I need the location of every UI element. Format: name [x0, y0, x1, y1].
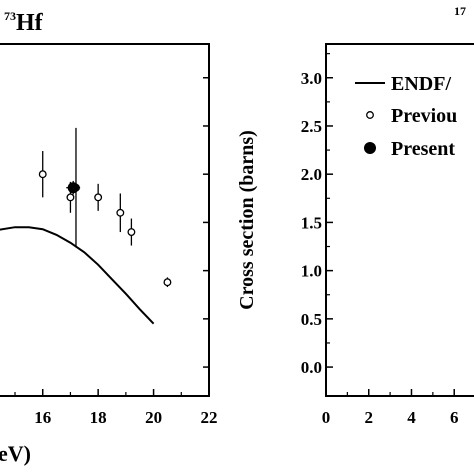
left-panel: 73Hf eV) 16 18 20 22 — [0, 9, 218, 466]
right-y-tick-label: 1.0 — [301, 262, 322, 281]
previous-data-point — [38, 170, 47, 179]
legend-label-endf: ENDF/ — [391, 73, 451, 95]
left-x-ticks: 16 18 20 22 — [14, 77, 218, 427]
right-y-tick-label: 0.5 — [301, 310, 322, 329]
right-y-axis-label: Cross section (barns) — [236, 130, 258, 310]
right-x-tick-label: 4 — [407, 408, 416, 427]
right-y-tick-label: 3.0 — [301, 69, 322, 88]
left-x-axis-label: eV) — [0, 441, 31, 466]
left-x-tick-label: 16 — [34, 408, 51, 427]
left-plot-frame — [0, 43, 210, 397]
legend-label-present: Present — [391, 138, 455, 160]
previous-data-point — [94, 193, 103, 202]
right-title-superscript: 17 — [454, 4, 466, 18]
right-panel: 17 Cross section (barns) 0.0 0.5 1.0 1.5 2.0… — [236, 4, 474, 427]
endf-curve — [0, 226, 155, 325]
right-plot-frame — [325, 43, 474, 397]
right-x-tick-label: 6 — [450, 408, 459, 427]
previous-data-point — [163, 278, 172, 287]
legend: ENDF/ Previou Present — [355, 73, 457, 160]
right-y-tick-label: 2.0 — [301, 165, 322, 184]
left-data-series — [0, 127, 172, 325]
left-title: 73Hf — [4, 9, 44, 36]
legend-open-circle-marker — [366, 111, 374, 119]
left-x-tick-label: 18 — [90, 408, 107, 427]
right-x-tick-label: 2 — [364, 408, 373, 427]
right-x-tick-label: 0 — [322, 408, 331, 427]
previous-data-point — [127, 228, 136, 237]
right-y-ticks: 0.0 0.5 1.0 1.5 2.0 2.5 3.0 — [301, 53, 333, 377]
present-data-point — [67, 182, 79, 194]
previous-data-point — [66, 193, 75, 202]
previous-data-point — [116, 208, 125, 217]
left-x-tick-label: 22 — [201, 408, 218, 427]
right-x-ticks: 0 2 4 6 — [322, 389, 459, 427]
right-y-tick-label: 1.5 — [301, 213, 322, 232]
right-y-tick-label: 2.5 — [301, 117, 322, 136]
left-x-tick-label: 20 — [145, 408, 162, 427]
right-y-tick-label: 0.0 — [301, 358, 322, 377]
legend-filled-circle-marker — [364, 142, 376, 154]
legend-label-previous: Previou — [391, 105, 457, 127]
